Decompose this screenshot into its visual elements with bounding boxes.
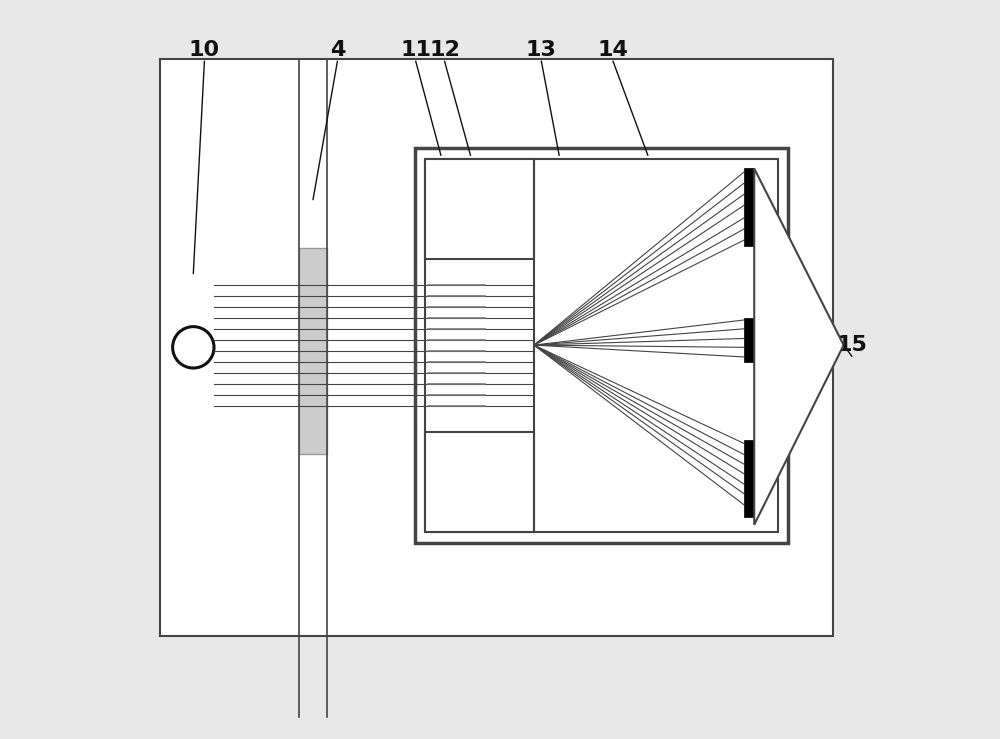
Text: 13: 13 xyxy=(526,40,557,61)
Text: 10: 10 xyxy=(189,40,220,61)
Bar xyxy=(425,159,778,532)
Bar xyxy=(425,159,534,259)
Bar xyxy=(415,148,788,543)
Text: 15: 15 xyxy=(836,335,867,355)
Text: 4: 4 xyxy=(330,40,345,61)
Text: 12: 12 xyxy=(429,40,460,61)
Bar xyxy=(160,59,833,636)
Bar xyxy=(299,248,327,454)
Polygon shape xyxy=(754,168,844,525)
Text: 11: 11 xyxy=(400,40,431,61)
Bar xyxy=(744,318,754,362)
Bar xyxy=(425,432,534,532)
Bar xyxy=(744,440,754,517)
Bar xyxy=(744,168,754,246)
Text: 14: 14 xyxy=(598,40,629,61)
